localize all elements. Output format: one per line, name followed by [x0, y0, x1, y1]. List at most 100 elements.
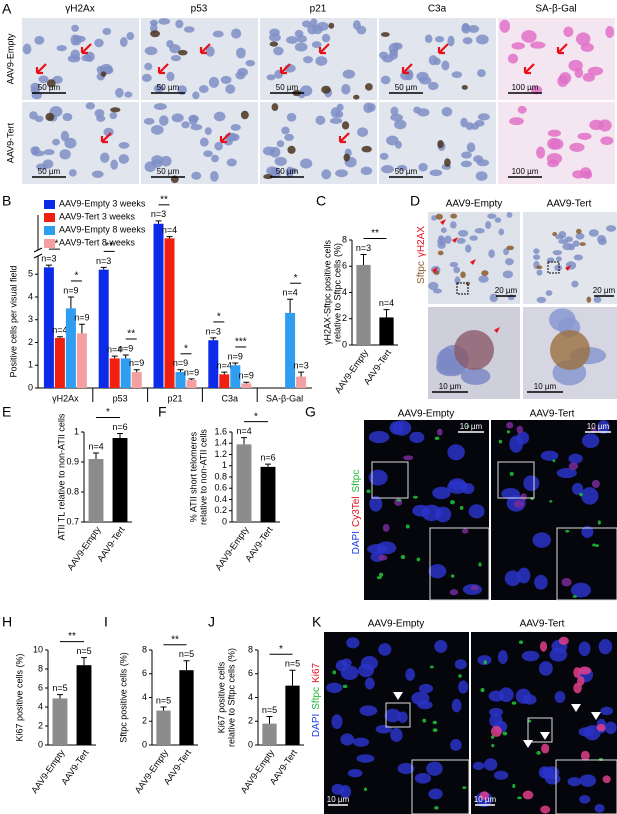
cell	[240, 110, 249, 120]
cell	[462, 37, 473, 45]
cell	[286, 112, 297, 122]
cell	[274, 156, 287, 166]
cell	[43, 149, 55, 156]
cell	[331, 714, 343, 730]
bar	[120, 358, 131, 388]
y-tick-label: 1	[222, 460, 227, 470]
micrograph	[22, 102, 139, 184]
cell	[520, 493, 527, 501]
cell	[46, 79, 56, 88]
column-header: AAV9-Tert	[520, 619, 565, 630]
cell	[414, 772, 432, 784]
bar	[208, 340, 219, 388]
cell	[555, 234, 564, 240]
cell	[515, 688, 532, 704]
cell	[563, 26, 574, 38]
scale-bar-label: 50 µm	[38, 167, 61, 176]
cell	[568, 243, 575, 251]
cell	[602, 775, 611, 784]
cell	[593, 296, 602, 303]
stain-name: DAPI	[311, 714, 322, 737]
cell	[160, 155, 172, 167]
cell	[321, 33, 331, 43]
n-label: n=4	[282, 288, 297, 298]
column-header: γH2Ax	[65, 4, 94, 15]
column-header: AAV9-Empty	[368, 619, 425, 630]
cell	[449, 261, 459, 268]
scale-bar-label: 50 µm	[157, 83, 180, 92]
bar	[98, 269, 109, 388]
significance-label: **	[171, 634, 179, 645]
cell	[428, 564, 447, 579]
arrow	[157, 63, 169, 75]
cell	[545, 290, 553, 297]
cell	[478, 275, 489, 283]
cell	[413, 106, 421, 114]
cell	[506, 245, 515, 251]
cell	[541, 767, 555, 779]
cell	[477, 655, 492, 666]
n-label: n=5	[262, 705, 277, 715]
significance-label: *	[254, 411, 258, 422]
cell	[340, 665, 359, 680]
cell	[479, 791, 489, 800]
cell	[507, 53, 519, 64]
cell	[600, 136, 614, 145]
x-tick-label: AAV9-Empty	[333, 347, 371, 395]
cell	[294, 29, 304, 38]
n-label: n=9	[129, 358, 144, 368]
cell	[597, 520, 601, 525]
cell	[364, 677, 375, 690]
significance-label: **	[160, 194, 168, 205]
cell	[158, 18, 171, 25]
cell	[598, 757, 604, 762]
arrow	[437, 43, 449, 55]
x-tick-label: AAV9-Empty	[133, 747, 171, 795]
cell	[183, 26, 195, 33]
cell	[285, 166, 294, 178]
y-tick-label: 4	[248, 692, 253, 702]
cell	[558, 636, 569, 645]
n-label: n=4	[107, 345, 122, 355]
y-axis-label: γH2AX-Sftpc positive cells	[322, 239, 332, 345]
panel-letter: B	[2, 193, 11, 209]
cell	[530, 85, 543, 95]
cell	[460, 160, 473, 168]
y-tick-label: 6	[342, 261, 347, 271]
cell	[476, 159, 490, 167]
cell	[411, 691, 430, 705]
y-tick-label: 0	[28, 382, 33, 392]
cell	[480, 687, 485, 693]
cell	[85, 51, 95, 62]
y-tick-label: 0	[142, 739, 147, 749]
panel-letter: J	[208, 614, 215, 630]
y-axis-label: Sftpc positive cells (%)	[118, 652, 128, 743]
cell	[584, 725, 601, 741]
x-tick-label: AAV9-Empty	[65, 524, 103, 572]
cell	[321, 169, 332, 180]
cell	[428, 281, 439, 291]
error-bar	[287, 298, 294, 313]
bar	[296, 376, 307, 388]
legend-label: AAV9-Empty 3 weeks	[59, 198, 146, 208]
cell	[419, 76, 432, 85]
significance-label: *	[106, 407, 110, 418]
n-label: n=4	[379, 298, 394, 308]
cell	[552, 250, 563, 256]
cell	[589, 119, 604, 131]
panel-letter: D	[410, 193, 420, 209]
y-tick-label: 0	[222, 516, 227, 526]
cell	[353, 94, 360, 100]
cell	[405, 668, 416, 681]
cell	[434, 436, 440, 440]
cell	[124, 91, 133, 98]
cell	[205, 46, 215, 57]
cell	[549, 138, 564, 150]
cell	[321, 85, 331, 94]
cell	[245, 59, 256, 67]
n-label: n=3	[356, 243, 371, 253]
y-axis-label: relative to non-ATII cells	[198, 429, 208, 525]
cell	[45, 112, 55, 122]
y-tick-label: 8	[248, 644, 253, 654]
error-bar	[232, 362, 239, 366]
